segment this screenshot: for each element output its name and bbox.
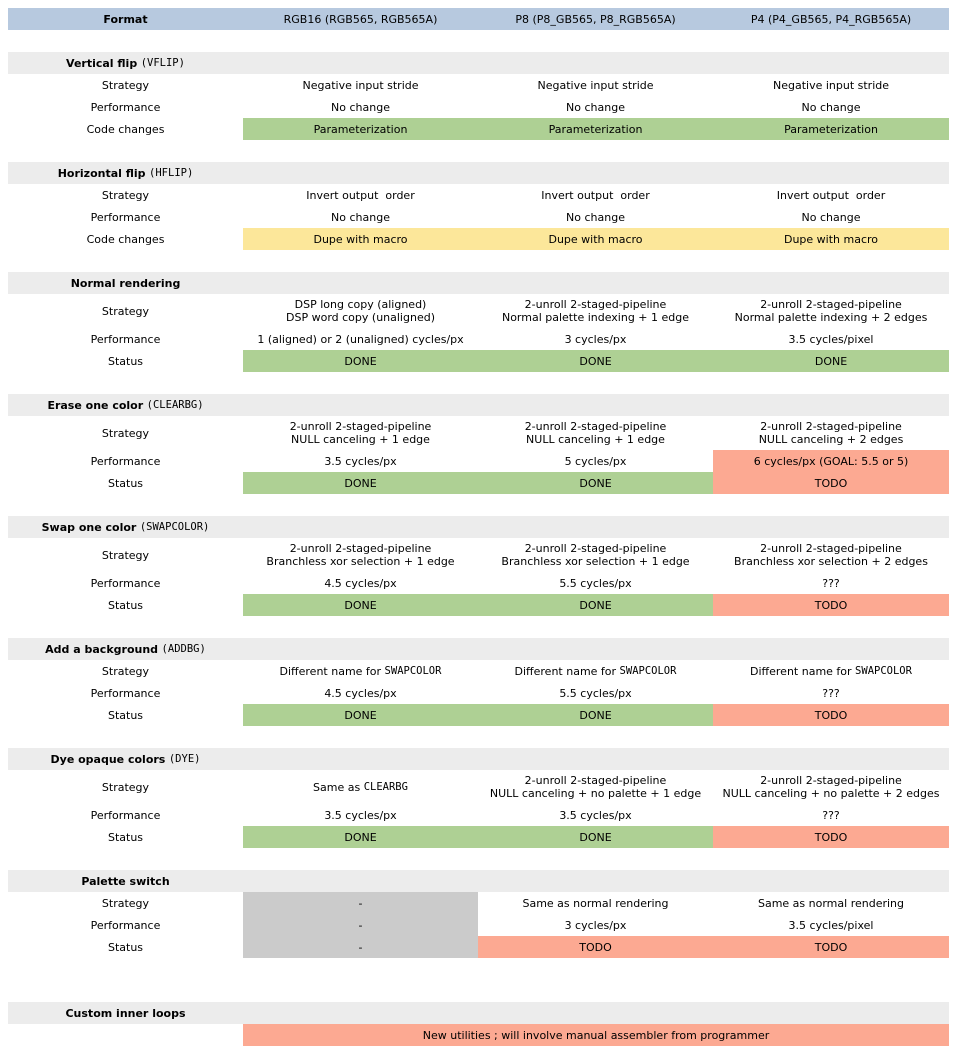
section-normal-header: Normal rendering xyxy=(8,272,949,294)
custom-note-row: New utilities ; will involve manual asse… xyxy=(8,1024,949,1046)
status-cell: TODO xyxy=(713,594,949,616)
status-cell: DONE xyxy=(478,350,713,372)
palette-performance-row: Performance - 3 cycles/px 3.5 cycles/pix… xyxy=(8,914,949,936)
status-cell: DONE xyxy=(243,826,478,848)
status-cell: TODO xyxy=(478,936,713,958)
row-label: Strategy xyxy=(101,896,150,910)
header-row: Format RGB16 (RGB565, RGB565A) P8 (P8_GB… xyxy=(8,8,949,30)
row-label: Strategy xyxy=(101,304,150,318)
status-cell: Parameterization xyxy=(243,118,478,140)
section-addbg-header: Add a background (ADDBG) xyxy=(8,638,949,660)
row-label: Code changes xyxy=(86,122,165,136)
swapcolor-performance-row: Performance 4.5 cycles/px 5.5 cycles/px … xyxy=(8,572,949,594)
row-label: Status xyxy=(107,940,144,954)
status-cell: TODO xyxy=(713,472,949,494)
status-cell: DONE xyxy=(478,826,713,848)
status-cell: TODO xyxy=(713,704,949,726)
normal-performance-row: Performance 1 (aligned) or 2 (unaligned)… xyxy=(8,328,949,350)
section-hflip-header: Horizontal flip (HFLIP) xyxy=(8,162,949,184)
status-cell: DONE xyxy=(478,472,713,494)
status-cell: TODO xyxy=(713,826,949,848)
palette-strategy-row: Strategy - Same as normal rendering Same… xyxy=(8,892,949,914)
vflip-code-changes-row: Code changes Parameterization Parameteri… xyxy=(8,118,949,140)
status-cell: DONE xyxy=(713,350,949,372)
clearbg-strategy-row: Strategy 2-unroll 2-staged-pipeline NULL… xyxy=(8,416,949,450)
row-label: Performance xyxy=(90,100,161,114)
status-cell: Dupe with macro xyxy=(243,228,478,250)
status-cell: Parameterization xyxy=(713,118,949,140)
section-custom-header: Custom inner loops xyxy=(8,1002,949,1024)
section-clearbg-header: Erase one color (CLEARBG) xyxy=(8,394,949,416)
row-label: Performance xyxy=(90,454,161,468)
clearbg-status-row: Status DONE DONE TODO xyxy=(8,472,949,494)
swapcolor-status-row: Status DONE DONE TODO xyxy=(8,594,949,616)
hflip-performance-row: Performance No change No change No chang… xyxy=(8,206,949,228)
status-cell: TODO xyxy=(713,936,949,958)
custom-note: New utilities ; will involve manual asse… xyxy=(243,1024,949,1046)
section-vflip-header: Vertical flip (VFLIP) xyxy=(8,52,949,74)
row-label: Status xyxy=(107,598,144,612)
section-palette-switch-header: Palette switch xyxy=(8,870,949,892)
normal-status-row: Status DONE DONE DONE xyxy=(8,350,949,372)
status-cell: DONE xyxy=(243,594,478,616)
row-label: Performance xyxy=(90,332,161,346)
row-label: Strategy xyxy=(101,548,150,562)
row-label: Status xyxy=(107,476,144,490)
status-cell: DONE xyxy=(478,594,713,616)
status-cell: DONE xyxy=(243,350,478,372)
status-cell: DONE xyxy=(478,704,713,726)
section-dye-header: Dye opaque colors (DYE) xyxy=(8,748,949,770)
row-label: Strategy xyxy=(101,78,150,92)
row-label: Strategy xyxy=(101,664,150,678)
column-p4: P4 (P4_GB565, P4_RGB565A) xyxy=(750,12,912,26)
clearbg-performance-row: Performance 3.5 cycles/px 5 cycles/px 6 … xyxy=(8,450,949,472)
row-label: Performance xyxy=(90,210,161,224)
section-swapcolor-header: Swap one color (SWAPCOLOR) xyxy=(8,516,949,538)
dye-strategy-row: Strategy Same as CLEARBG 2-unroll 2-stag… xyxy=(8,770,949,804)
normal-strategy-row: Strategy DSP long copy (aligned) DSP wor… xyxy=(8,294,949,328)
addbg-strategy-row: Strategy Different name for SWAPCOLOR Di… xyxy=(8,660,949,682)
format-label: Format xyxy=(103,12,148,26)
palette-status-row: Status - TODO TODO xyxy=(8,936,949,958)
row-label: Performance xyxy=(90,918,161,932)
row-label: Performance xyxy=(90,576,161,590)
column-rgb16: RGB16 (RGB565, RGB565A) xyxy=(283,12,438,26)
status-cell: DONE xyxy=(243,472,478,494)
dye-performance-row: Performance 3.5 cycles/px 3.5 cycles/px … xyxy=(8,804,949,826)
row-label: Strategy xyxy=(101,780,150,794)
row-label: Status xyxy=(107,354,144,368)
vflip-strategy-row: Strategy Negative input stride Negative … xyxy=(8,74,949,96)
dye-status-row: Status DONE DONE TODO xyxy=(8,826,949,848)
row-label: Code changes xyxy=(86,232,165,246)
swapcolor-strategy-row: Strategy 2-unroll 2-staged-pipeline Bran… xyxy=(8,538,949,572)
addbg-performance-row: Performance 4.5 cycles/px 5.5 cycles/px … xyxy=(8,682,949,704)
hflip-strategy-row: Strategy Invert output order Invert outp… xyxy=(8,184,949,206)
vflip-performance-row: Performance No change No change No chang… xyxy=(8,96,949,118)
row-label: Status xyxy=(107,708,144,722)
status-cell: Parameterization xyxy=(478,118,713,140)
status-cell: Dupe with macro xyxy=(713,228,949,250)
row-label: Performance xyxy=(90,686,161,700)
hflip-code-changes-row: Code changes Dupe with macro Dupe with m… xyxy=(8,228,949,250)
status-cell: DONE xyxy=(243,704,478,726)
status-cell: Dupe with macro xyxy=(478,228,713,250)
row-label: Strategy xyxy=(101,188,150,202)
addbg-status-row: Status DONE DONE TODO xyxy=(8,704,949,726)
row-label: Strategy xyxy=(101,426,150,440)
status-cell: - xyxy=(243,936,478,958)
row-label: Performance xyxy=(90,808,161,822)
column-p8: P8 (P8_GB565, P8_RGB565A) xyxy=(515,12,676,26)
row-label: Status xyxy=(107,830,144,844)
